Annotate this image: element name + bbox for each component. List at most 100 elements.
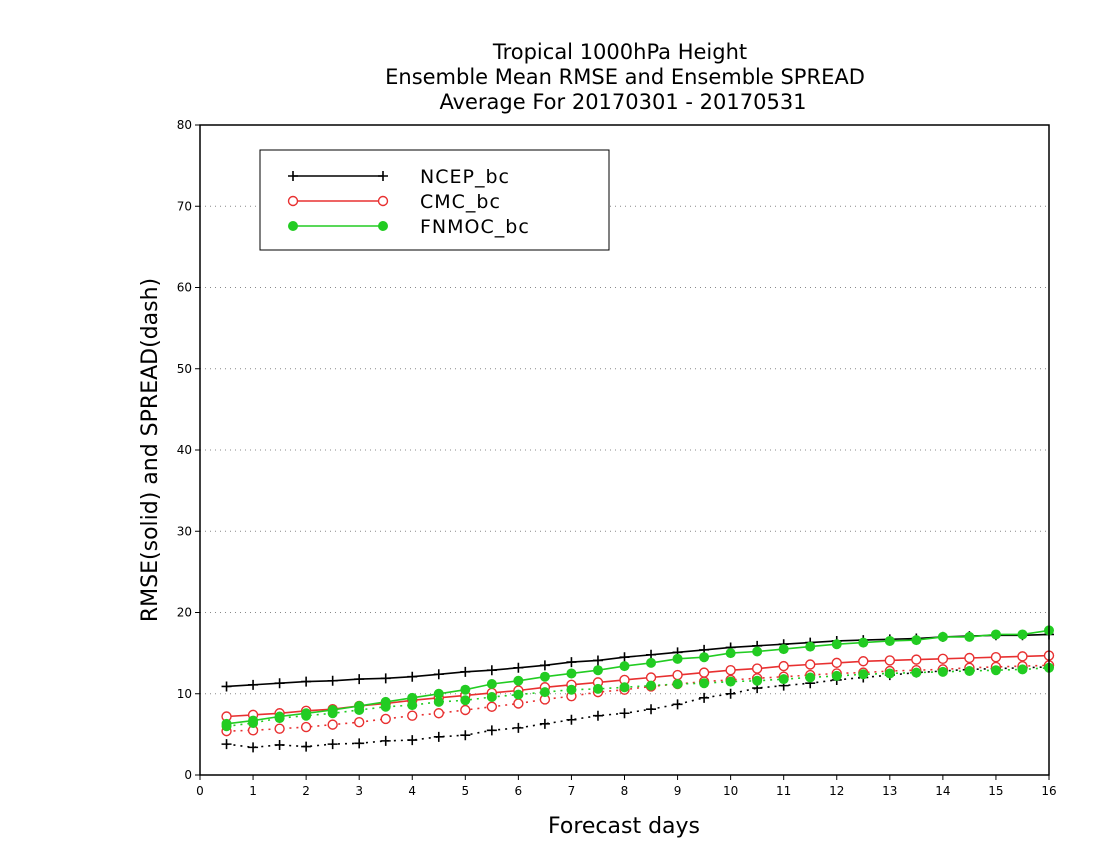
fnmoc-bc-spread-point <box>1017 664 1028 675</box>
fnmoc-bc-spread-point <box>433 696 444 707</box>
y-tick-label: 80 <box>177 118 192 132</box>
cmc-bc-rmse-point <box>805 659 816 670</box>
cmc-bc-rmse-point <box>884 655 896 666</box>
fnmoc-bc-spread-point <box>752 675 763 686</box>
fnmoc-bc-rmse-point <box>937 631 948 642</box>
fnmoc-bc-spread-point <box>566 684 577 695</box>
fnmoc-bc-rmse-point <box>858 637 869 648</box>
fnmoc-bc-spread-point <box>858 669 869 680</box>
x-axis-label: Forecast days <box>548 814 700 839</box>
x-tick-label: 15 <box>988 784 1003 798</box>
ncep-bc-rmse-point <box>407 671 418 682</box>
fnmoc-bc-rmse-point <box>990 629 1001 640</box>
ncep-bc-spread-point <box>248 742 259 753</box>
y-tick-label: 50 <box>177 362 192 376</box>
cmc-bc-rmse-point <box>964 652 975 664</box>
cmc-bc-rmse-point <box>911 654 922 665</box>
y-axis-label: RMSE(solid) and SPREAD(dash) <box>138 278 163 622</box>
cmc-bc-spread-point <box>380 713 391 725</box>
fnmoc-bc-spread-point <box>699 678 710 689</box>
y-tick-label: 10 <box>177 687 192 701</box>
cmc-bc-rmse-point <box>990 651 1002 663</box>
grid <box>200 205 1049 695</box>
fnmoc-bc-rmse-point <box>646 657 657 668</box>
cmc-bc-spread-line <box>226 664 1050 732</box>
fnmoc-bc-spread-point <box>884 668 895 679</box>
legend-item-ncep-bc: NCEP_bc <box>288 166 510 188</box>
ncep-bc-spread-point <box>274 739 285 750</box>
x-tick-label: 14 <box>935 784 950 798</box>
fnmoc-bc-rmse-point <box>248 715 259 726</box>
ncep-bc-rmse-point <box>380 673 391 684</box>
ncep-bc-spread-point <box>672 699 683 710</box>
legend-item-fnmoc-bc: FNMOC_bc <box>288 216 530 238</box>
fnmoc-bc-rmse-point <box>725 648 736 659</box>
fnmoc-bc-spread-point <box>911 667 922 678</box>
legend-marker <box>288 221 298 231</box>
fnmoc-bc-spread-point <box>619 682 630 693</box>
x-tick-label: 7 <box>568 784 576 798</box>
ncep-bc-spread-point <box>460 730 471 741</box>
cmc-bc-rmse-point <box>751 663 763 674</box>
fnmoc-bc-rmse-point <box>672 653 683 664</box>
legend-marker <box>378 171 388 181</box>
legend-label: CMC_bc <box>420 191 501 213</box>
fnmoc-bc-spread-point <box>592 683 603 694</box>
cmc-bc-rmse-point <box>725 664 736 676</box>
fnmoc-bc-rmse-point <box>380 696 391 707</box>
cmc-bc-spread-point <box>327 719 338 730</box>
fnmoc-bc-spread-point <box>460 695 471 706</box>
x-tick-label: 0 <box>196 784 204 798</box>
cmc-bc-rmse-point <box>1017 651 1028 662</box>
x-tick-label: 12 <box>829 784 844 798</box>
fnmoc-bc-spread-point <box>407 700 418 711</box>
x-tick-label: 9 <box>674 784 682 798</box>
fnmoc-bc-spread-point <box>539 687 550 698</box>
ncep-bc-spread-point <box>301 741 312 752</box>
ncep-bc-spread-point <box>380 735 391 746</box>
ncep-bc-spread-point <box>699 692 710 703</box>
cmc-bc-spread-point <box>407 710 418 721</box>
x-tick-label: 8 <box>621 784 629 798</box>
x-tick-label: 10 <box>723 784 738 798</box>
y-tick-label: 60 <box>177 281 192 295</box>
ncep-bc-rmse-point <box>221 681 232 692</box>
cmc-bc-spread-point <box>300 721 312 733</box>
ncep-bc-rmse-point <box>619 652 630 663</box>
cmc-bc-spread-point <box>486 701 498 712</box>
fnmoc-bc-rmse-point <box>486 679 497 689</box>
ncep-bc-rmse-point <box>248 679 259 690</box>
legend-label: NCEP_bc <box>420 166 510 188</box>
fnmoc-bc-spread-point <box>486 692 497 702</box>
ncep-bc-spread-point <box>619 708 630 719</box>
y-tick-label: 20 <box>177 606 192 620</box>
fnmoc-bc-rmse-point <box>964 631 975 642</box>
x-tick-label: 13 <box>882 784 897 798</box>
fnmoc-bc-spread-point <box>964 666 975 676</box>
fnmoc-bc-spread-point <box>725 676 736 687</box>
cmc-bc-rmse-point <box>778 660 789 672</box>
fnmoc-bc-spread-point <box>990 665 1001 676</box>
ncep-bc-rmse-point <box>301 676 312 687</box>
ncep-bc-rmse-point <box>486 665 497 676</box>
series-fnmoc-bc <box>221 625 1054 732</box>
y-tick-label: 40 <box>177 443 192 457</box>
ncep-bc-spread-point <box>486 725 497 736</box>
fnmoc-bc-spread-point <box>778 674 789 685</box>
legend-label: FNMOC_bc <box>420 216 530 238</box>
fnmoc-bc-rmse-point <box>539 671 550 682</box>
legend: NCEP_bc CMC_bc FNMOC_bc <box>259 149 610 251</box>
x-tick-label: 2 <box>302 784 310 798</box>
cmc-bc-spread-point <box>353 716 365 728</box>
ncep-bc-spread-point <box>407 735 418 746</box>
series-ncep-bc <box>221 629 1054 753</box>
fnmoc-bc-spread-point <box>831 670 842 681</box>
fnmoc-bc-rmse-point <box>592 665 603 676</box>
x-tick-label: 4 <box>408 784 416 798</box>
fnmoc-bc-rmse-point <box>274 711 285 722</box>
ncep-bc-spread-point <box>513 722 524 733</box>
ncep-bc-rmse-point <box>460 666 471 677</box>
legend-box <box>259 149 610 251</box>
chart-title-line-2: Ensemble Mean RMSE and Ensemble SPREAD <box>385 65 865 89</box>
